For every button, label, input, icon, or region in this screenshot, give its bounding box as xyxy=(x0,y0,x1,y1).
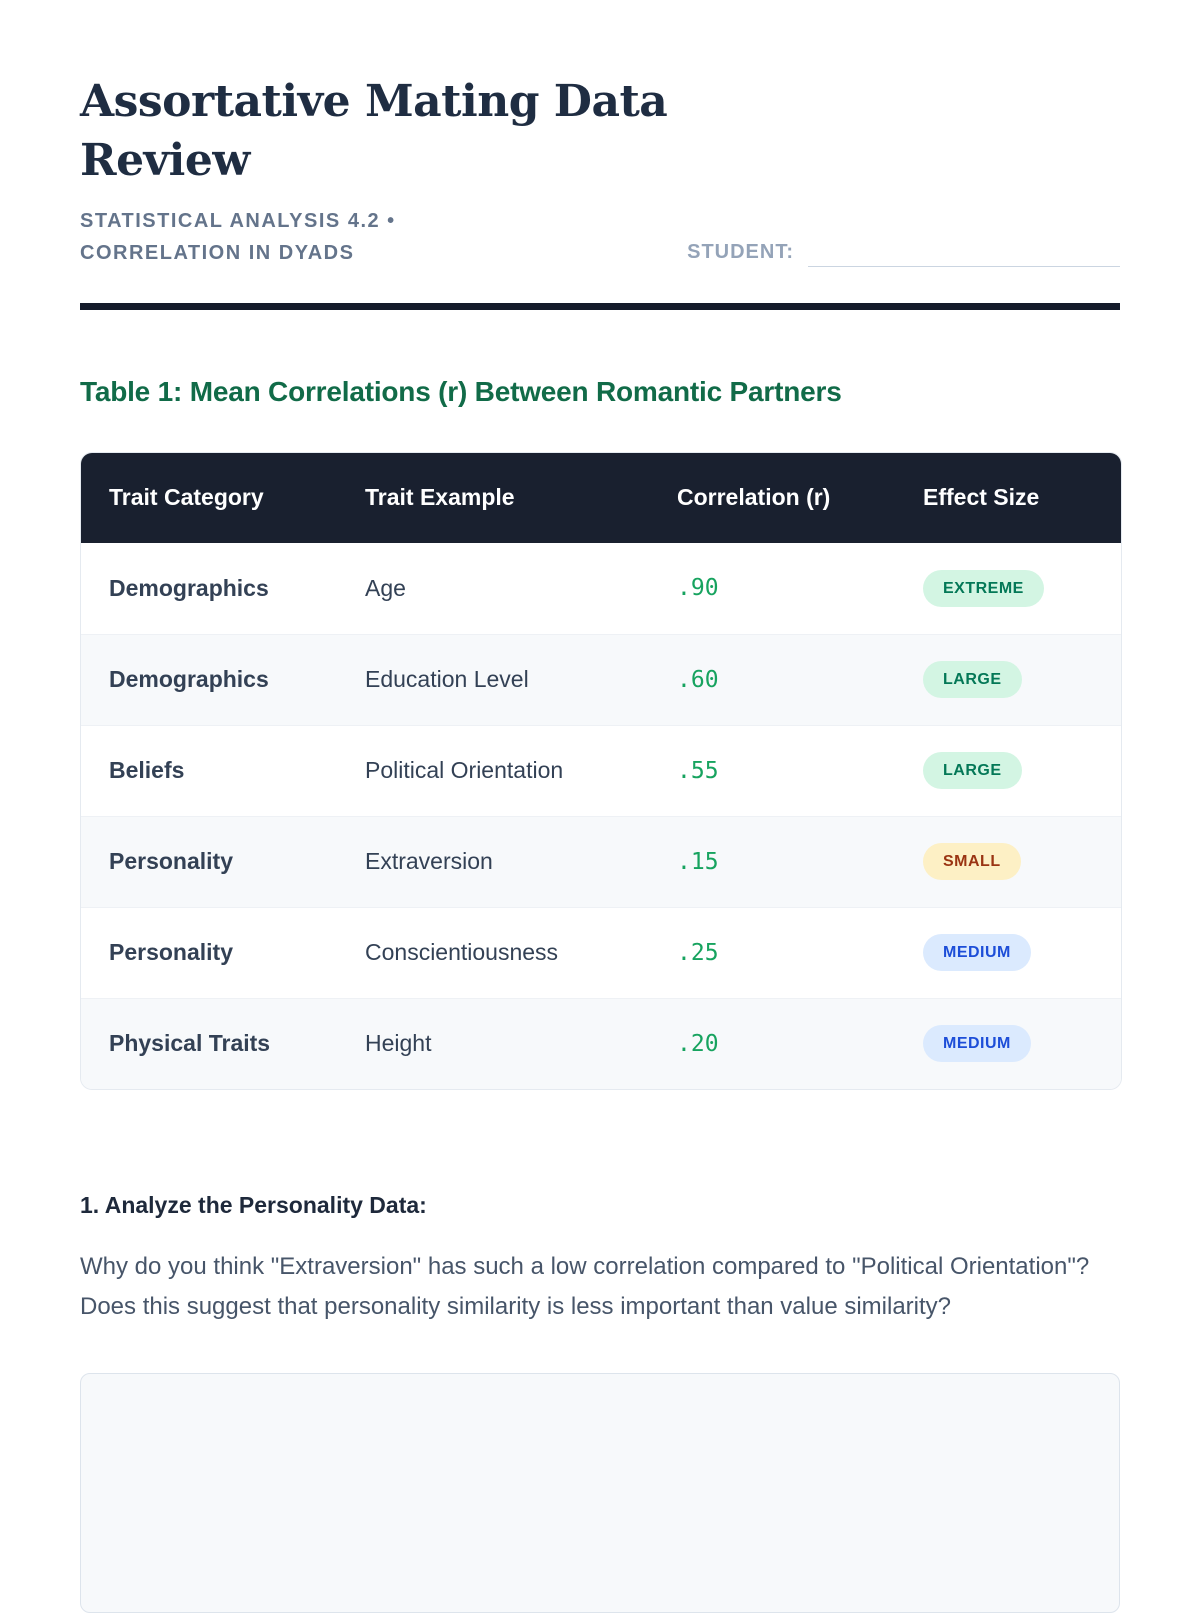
column-header-effect-size: Effect Size xyxy=(895,452,1121,543)
correlations-table: Trait Category Trait Example Correlation… xyxy=(80,451,1122,1090)
question-1-heading: 1. Analyze the Personality Data: xyxy=(80,1191,427,1218)
effect-size-badge: SMALL xyxy=(923,843,1021,881)
correlation-value: .90 xyxy=(649,542,895,634)
trait-example-cell: Height xyxy=(337,997,649,1089)
trait-category-cell: Demographics xyxy=(81,542,337,634)
question-1-answer-textarea[interactable] xyxy=(80,1372,1120,1613)
column-header-correlation: Correlation (r) xyxy=(649,452,895,543)
correlation-value: .15 xyxy=(649,815,895,907)
trait-category-cell: Beliefs xyxy=(81,724,337,816)
table-row: Physical Traits Height .20 MEDIUM xyxy=(81,997,1121,1089)
table-row: Personality Extraversion .15 SMALL xyxy=(81,815,1121,907)
trait-example-cell: Conscientiousness xyxy=(337,906,649,998)
student-field-block: STUDENT: xyxy=(687,238,1120,269)
trait-example-cell: Extraversion xyxy=(337,815,649,907)
effect-size-badge: MEDIUM xyxy=(923,934,1031,972)
table-header-row: Trait Category Trait Example Correlation… xyxy=(81,452,1121,543)
table-row: Demographics Education Level .60 LARGE xyxy=(81,633,1121,725)
column-header-trait-category: Trait Category xyxy=(81,452,337,543)
table-title: Table 1: Mean Correlations (r) Between R… xyxy=(80,375,842,407)
section-divider xyxy=(80,302,1120,310)
doc-subtitle: STATISTICAL ANALYSIS 4.2 • CORRELATION I… xyxy=(80,209,396,264)
correlation-value: .60 xyxy=(649,633,895,725)
effect-size-badge: LARGE xyxy=(923,661,1022,699)
trait-category-cell: Demographics xyxy=(81,633,337,725)
page-title: Assortative Mating Data Review xyxy=(80,76,668,187)
table-row: Beliefs Political Orientation .55 LARGE xyxy=(81,724,1121,816)
correlation-value: .25 xyxy=(649,906,895,998)
effect-size-badge: LARGE xyxy=(923,752,1022,790)
table-row: Personality Conscientiousness .25 MEDIUM xyxy=(81,906,1121,998)
column-header-trait-example: Trait Example xyxy=(337,452,649,543)
effect-size-badge: MEDIUM xyxy=(923,1025,1031,1063)
header-meta-row: STATISTICAL ANALYSIS 4.2 • CORRELATION I… xyxy=(80,205,1120,269)
trait-category-cell: Personality xyxy=(81,906,337,998)
question-1-prompt: Why do you think "Extraversion" has such… xyxy=(80,1252,1090,1320)
student-name-input[interactable] xyxy=(808,238,1120,267)
trait-example-cell: Age xyxy=(337,542,649,634)
table-row: Demographics Age .90 EXTREME xyxy=(81,542,1121,634)
correlation-value: .55 xyxy=(649,724,895,816)
trait-category-cell: Physical Traits xyxy=(81,997,337,1089)
effect-size-badge: EXTREME xyxy=(923,569,1044,607)
trait-example-cell: Education Level xyxy=(337,633,649,725)
trait-example-cell: Political Orientation xyxy=(337,724,649,816)
student-label: STUDENT: xyxy=(687,240,794,263)
correlation-value: .20 xyxy=(649,997,895,1089)
worksheet-page: Assortative Mating Data Review STATISTIC… xyxy=(80,0,1122,1613)
trait-category-cell: Personality xyxy=(81,815,337,907)
